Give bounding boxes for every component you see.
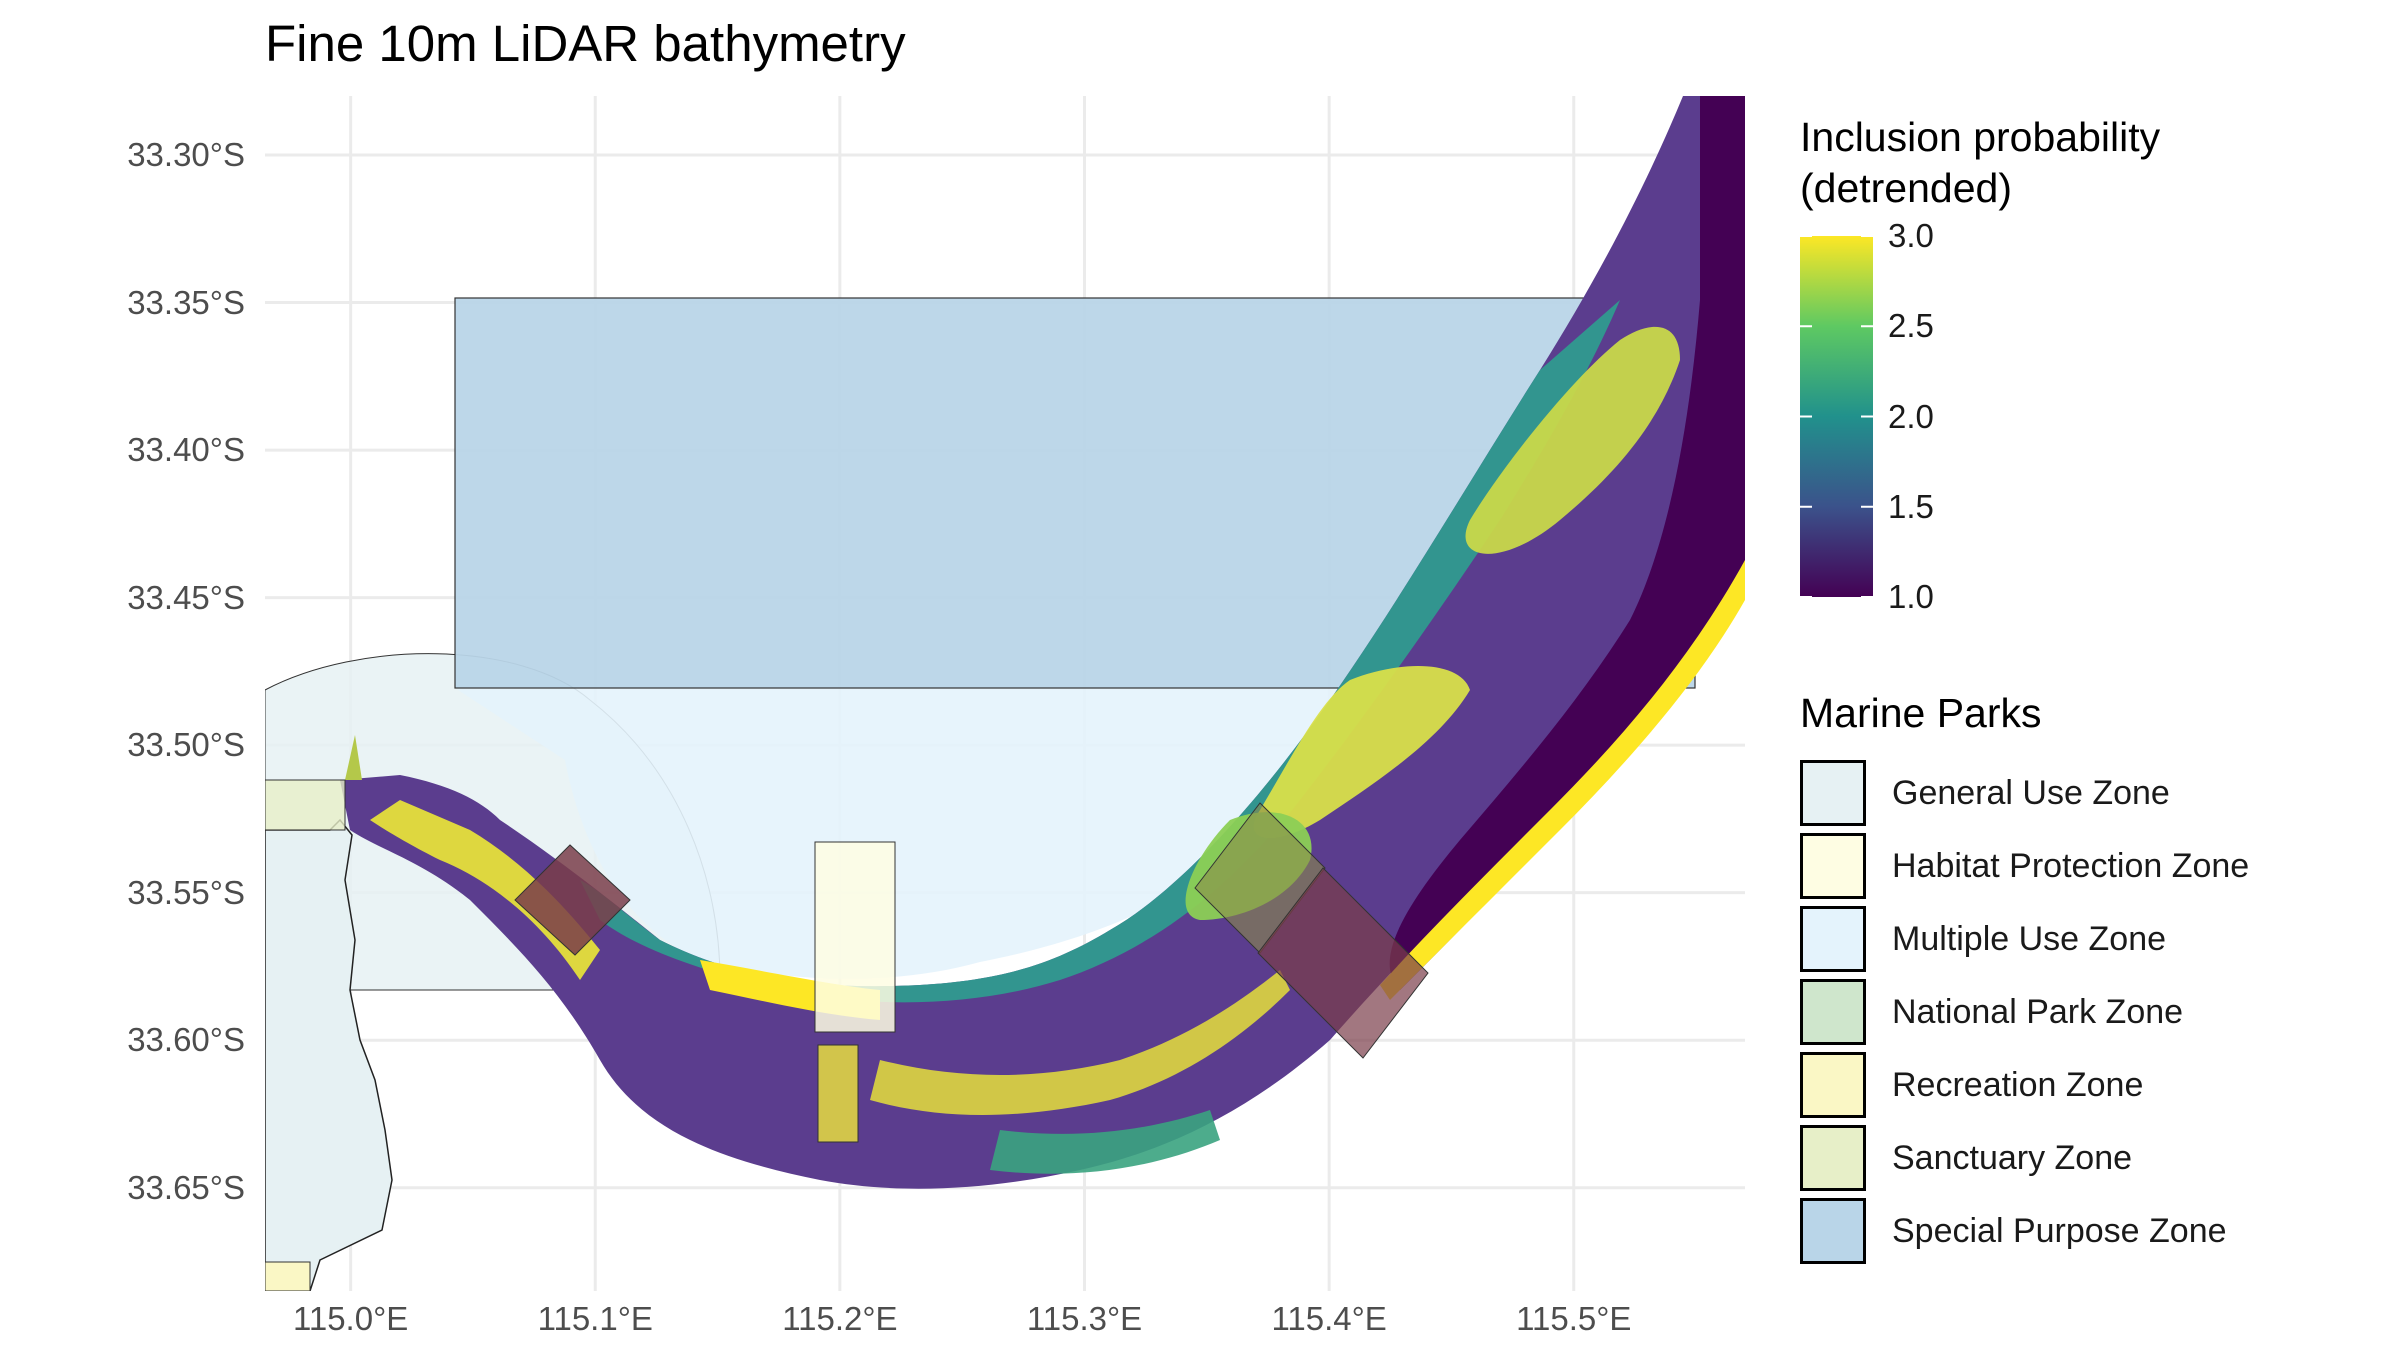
recreation-zone-box — [817, 1044, 859, 1143]
colorbar-tick-label: 3.0 — [1888, 217, 1934, 254]
x-tick-label: 115.1°E — [537, 1300, 653, 1337]
legend-swatch — [1800, 979, 1866, 1045]
legend-swatch — [1800, 1052, 1866, 1118]
land-area — [265, 818, 393, 1291]
x-tick-label: 115.2°E — [782, 1300, 898, 1337]
colorbar-tick-label: 2.0 — [1888, 397, 1934, 435]
colorbar-title-line2: (detrended) — [1800, 165, 2012, 211]
legend-swatch — [1800, 760, 1866, 826]
marine-parks-legend-title: Marine Parks — [1800, 690, 2042, 736]
legend-swatch — [1800, 1198, 1866, 1264]
y-tick-label: 33.30°S — [127, 136, 245, 173]
y-tick-label: 33.60°S — [127, 1021, 245, 1059]
legend-label: Special Purpose Zone — [1892, 1212, 2227, 1250]
y-tick-label: 33.65°S — [127, 1168, 245, 1206]
colorbar-tick-label: 1.5 — [1888, 487, 1934, 525]
sanctuary-zone-diamond-west — [514, 844, 631, 956]
x-tick-label: 115.4°E — [1271, 1300, 1387, 1337]
legend-swatch — [1800, 1125, 1866, 1191]
sanctuary-zone-box — [265, 779, 346, 831]
legend-label: Habitat Protection Zone — [1892, 847, 2250, 885]
legend-label: Multiple Use Zone — [1892, 920, 2167, 958]
legend-swatch — [1800, 833, 1866, 899]
habitat-protection-zone-box — [814, 841, 896, 1033]
multiple-use-zone-area — [455, 688, 1475, 979]
y-tick-label: 33.55°S — [127, 873, 245, 911]
legend-label: General Use Zone — [1892, 774, 2170, 812]
colorbar — [1800, 236, 1873, 597]
sanctuary-zone-diamond-east-b — [1257, 867, 1429, 1059]
map-title: Fine 10m LiDAR bathymetry — [265, 15, 906, 72]
y-tick-label: 33.50°S — [127, 726, 245, 764]
y-tick-label: 33.40°S — [127, 431, 245, 469]
legend-label: Sanctuary Zone — [1892, 1139, 2133, 1177]
legend-label: Recreation Zone — [1892, 1066, 2144, 1104]
x-tick-label: 115.5°E — [1516, 1300, 1632, 1337]
colorbar-tick-label: 1.0 — [1888, 578, 1934, 615]
y-tick-label: 33.45°S — [127, 578, 245, 616]
y-tick-label: 33.35°S — [127, 283, 245, 321]
colorbar-tick-label: 2.5 — [1888, 307, 1934, 345]
colorbar-ticks — [1800, 235, 1873, 598]
legend-swatch — [1800, 906, 1866, 972]
sanctuary-zone-diamond-east-a — [1194, 802, 1326, 954]
x-tick-label: 115.0°E — [292, 1300, 409, 1337]
x-tick-label: 115.3°E — [1026, 1300, 1143, 1337]
colorbar-title-line1: Inclusion probability — [1800, 114, 2161, 160]
special-purpose-zone-strip — [265, 1261, 311, 1291]
legend-label: National Park Zone — [1892, 993, 2184, 1031]
